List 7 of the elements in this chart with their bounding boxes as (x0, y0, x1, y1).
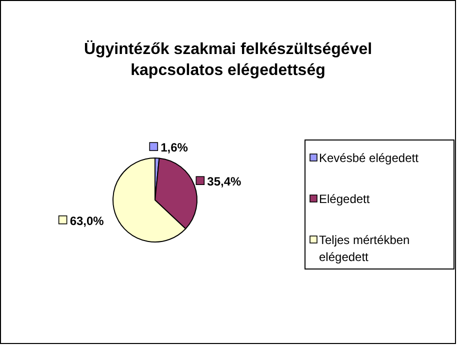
data-label: 1,6% (160, 140, 188, 155)
data-label: 35,4% (207, 174, 242, 189)
data-label: 63,0% (70, 214, 104, 228)
legend-label: Elégedett (319, 192, 370, 206)
legend-label: Teljes mértékben elégedett (319, 233, 410, 264)
legend-label: Kevésbé elégedett (319, 151, 420, 165)
chart-title: Ügyintézők szakmai felkészültségével kapcsolatos elégedettség (84, 40, 372, 79)
